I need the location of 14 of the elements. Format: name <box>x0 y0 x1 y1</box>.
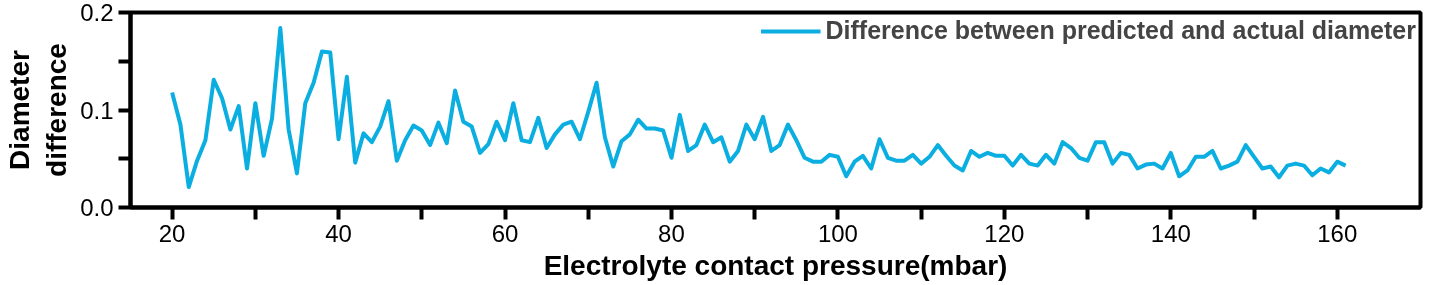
x-axis-title: Electrolyte contact pressure(mbar) <box>543 249 1008 281</box>
x-tick-label: 160 <box>1317 219 1358 247</box>
x-tick-label: 140 <box>1150 219 1191 247</box>
x-tick-label: 20 <box>158 219 186 247</box>
x-tick-label: 60 <box>491 219 519 247</box>
legend-label: Difference between predicted and actual diameter <box>825 16 1416 45</box>
x-tick-label: 40 <box>325 219 352 247</box>
y-tick-label: 0.1 <box>80 96 114 124</box>
x-tick-label: 100 <box>817 219 858 247</box>
x-tick-label: 80 <box>658 219 685 247</box>
x-tick-label: 120 <box>984 219 1025 247</box>
y-tick-label: 0.2 <box>80 0 114 26</box>
y-axis-title: Diameter difference <box>3 43 73 177</box>
y-tick-label: 0.0 <box>80 194 114 221</box>
